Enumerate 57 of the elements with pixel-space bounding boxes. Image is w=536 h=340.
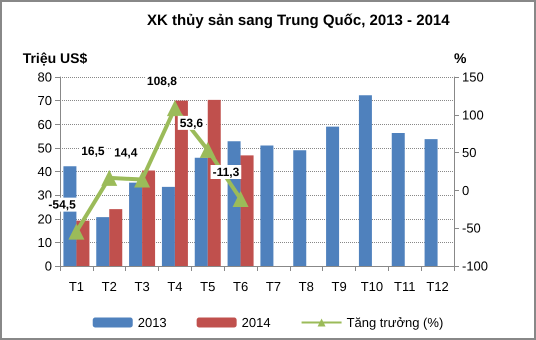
x-tick-label: T8 — [298, 279, 314, 294]
legend-label: Tăng trưởng (%) — [346, 315, 444, 330]
data-label: -11,3 — [212, 164, 240, 179]
point — [134, 172, 150, 188]
point — [232, 190, 249, 207]
x-tick-label: T6 — [232, 279, 248, 294]
bar — [326, 126, 340, 266]
x-tick-label: T1 — [68, 279, 84, 294]
legend-label: 2013 — [138, 315, 167, 330]
bar — [109, 209, 122, 266]
y2-tick-label: 100 — [462, 107, 484, 122]
bar — [194, 158, 208, 266]
y-tick-label: 80 — [38, 70, 52, 84]
y2-tick-label: -50 — [462, 220, 481, 236]
x-tick-label: T5 — [200, 279, 216, 294]
y-tick-label: 0 — [44, 258, 52, 274]
x-tick-label: T11 — [394, 279, 416, 294]
y-axis-title: Triệu US$ — [22, 50, 88, 66]
bar — [293, 150, 306, 266]
y2-tick-label: 0 — [462, 182, 470, 198]
bar — [392, 132, 405, 266]
point — [68, 224, 84, 240]
y-tick-label: 60 — [38, 116, 52, 132]
x-tick-label: T4 — [167, 279, 183, 294]
y-tick-label: 50 — [38, 140, 52, 156]
y2-tick-label: 150 — [462, 70, 484, 84]
point — [101, 170, 118, 186]
x-tick-label: T7 — [266, 279, 282, 294]
point — [166, 100, 183, 116]
bar — [260, 146, 274, 266]
y-tick-label: 70 — [38, 93, 52, 108]
bar — [96, 217, 110, 266]
bar — [240, 155, 254, 266]
y-tick-label: 10 — [38, 234, 52, 250]
legend-label: 2014 — [242, 315, 271, 330]
x-tick-label: T9 — [331, 279, 347, 294]
point — [200, 142, 216, 158]
data-label: 53,6 — [180, 116, 204, 130]
y2-axis-title: % — [454, 50, 467, 66]
y-tick-label: 20 — [38, 211, 52, 226]
data-label: 14,4 — [114, 146, 138, 160]
x-tick-label: T2 — [102, 279, 117, 294]
data-label: 16,5 — [81, 144, 105, 158]
x-tick-label: T3 — [134, 279, 150, 294]
y2-tick-label: -100 — [462, 258, 488, 274]
data-label: 108,8 — [146, 74, 178, 88]
y-tick-label: 40 — [38, 164, 52, 179]
data-label: -54,5 — [48, 198, 76, 212]
bar — [162, 186, 175, 266]
bar — [142, 170, 156, 266]
bar — [129, 182, 142, 266]
bar — [424, 139, 438, 266]
bar — [358, 95, 372, 266]
chart-title: XK thủy sản sang Trung Quốc, 2013 - 2014 — [147, 12, 450, 29]
x-tick-label: T10 — [360, 279, 384, 294]
x-tick-label: T12 — [426, 279, 449, 294]
y2-tick-label: 50 — [462, 145, 476, 160]
